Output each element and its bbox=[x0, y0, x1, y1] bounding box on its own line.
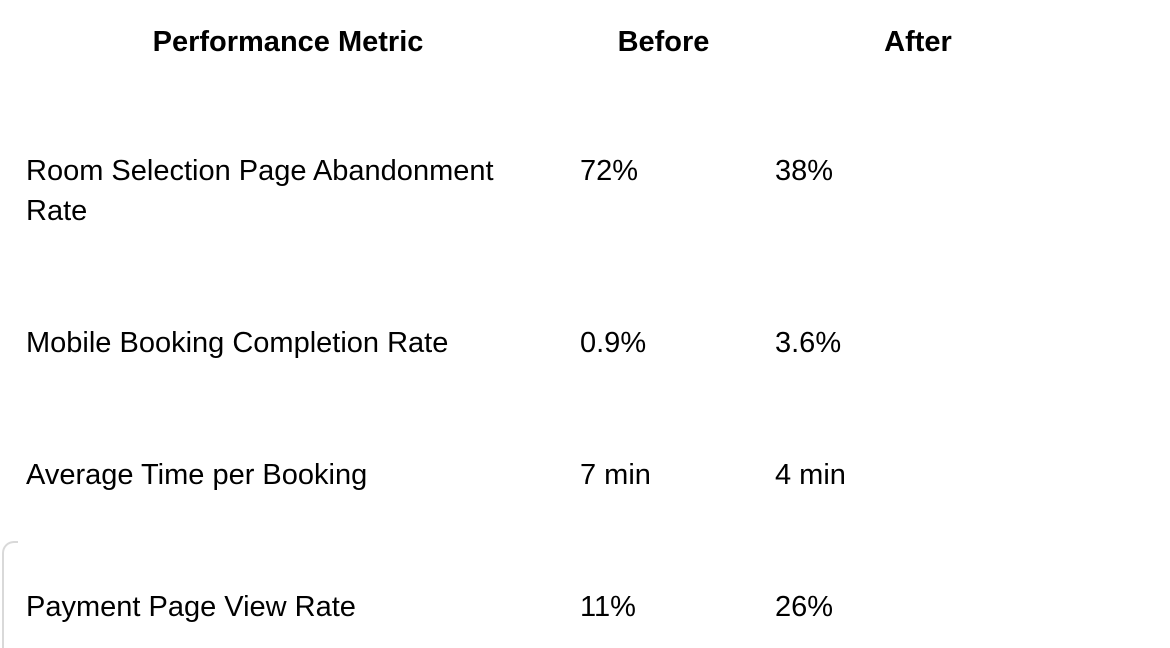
header-before: Before bbox=[617, 26, 710, 58]
before-value: 11% bbox=[580, 591, 636, 623]
after-value: 4 min bbox=[775, 459, 846, 491]
row-spacer bbox=[1061, 105, 1170, 277]
after-value: 38% bbox=[775, 155, 834, 187]
before-value: 0.9% bbox=[580, 327, 647, 359]
header-performance-metric: Performance Metric bbox=[152, 26, 424, 58]
row-spacer bbox=[1061, 277, 1170, 409]
row-spacer bbox=[1061, 541, 1170, 648]
metric-label: Average Time per Booking bbox=[26, 459, 368, 491]
table-row: Payment Page View Rate 11% 26% bbox=[0, 541, 1170, 648]
metric-label: Mobile Booking Completion Rate bbox=[26, 327, 449, 359]
metric-label: Room Selection Page Abandonment Rate bbox=[26, 155, 494, 227]
table-row: Mobile Booking Completion Rate 0.9% 3.6% bbox=[0, 277, 1170, 409]
header-spacer bbox=[1061, 0, 1170, 105]
before-value: 7 min bbox=[580, 459, 651, 491]
before-value: 72% bbox=[580, 155, 639, 187]
after-value: 3.6% bbox=[775, 327, 842, 359]
metric-label: Payment Page View Rate bbox=[26, 591, 356, 623]
table-row: Average Time per Booking 7 min 4 min bbox=[0, 409, 1170, 541]
after-value: 26% bbox=[775, 591, 834, 623]
row-spacer bbox=[1061, 409, 1170, 541]
header-after: After bbox=[884, 26, 952, 58]
table-row: Room Selection Page Abandonment Rate 72%… bbox=[0, 105, 1170, 277]
table-header-row: Performance Metric Before After bbox=[0, 0, 1170, 105]
